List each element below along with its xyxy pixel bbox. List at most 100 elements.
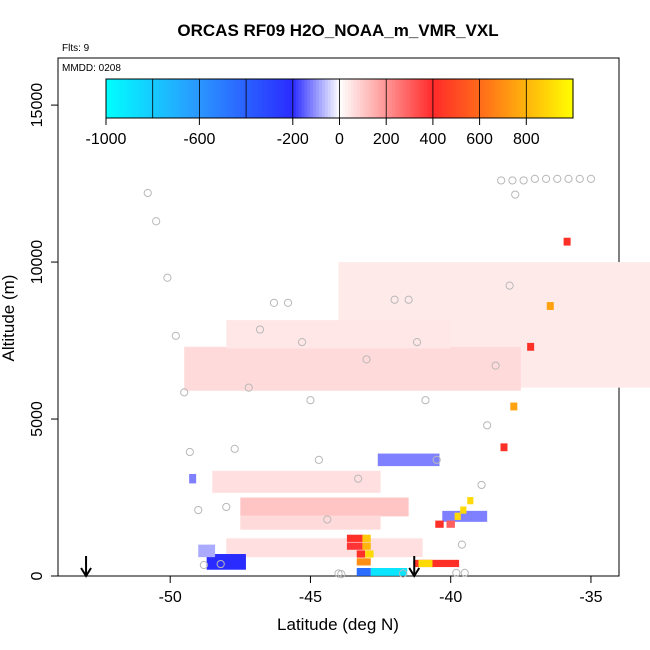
data-cell-3 — [212, 470, 381, 493]
colorbar-segment-7 — [126, 79, 130, 118]
colorbar-segment-140 — [514, 79, 519, 118]
colorbar-segment-89 — [365, 79, 370, 118]
data-point-37 — [508, 176, 517, 185]
data-point-44 — [586, 174, 596, 183]
colorbar-segment-63 — [289, 79, 294, 118]
colorbar-segment-81 — [342, 79, 346, 118]
data-cell-16 — [356, 550, 366, 558]
colorbar-segment-60 — [281, 79, 285, 118]
colorbar-segment-54 — [263, 79, 268, 118]
colorbar-segment-152 — [549, 79, 554, 118]
colorbar-segment-134 — [497, 79, 501, 118]
colorbar-segment-44 — [234, 79, 238, 118]
colorbar-segment-5 — [120, 79, 125, 118]
colorbar-segment-4 — [117, 79, 122, 118]
data-point-4 — [180, 388, 189, 397]
colorbar-segment-136 — [502, 79, 507, 118]
colorbar-segment-102 — [403, 79, 408, 118]
colorbar-segment-58 — [275, 79, 279, 118]
colorbar-segment-137 — [505, 79, 510, 118]
x-tick-label-2: -40 — [439, 589, 462, 606]
colorbar-segment-85 — [354, 79, 358, 118]
y-tick-label-2: 10000 — [29, 240, 46, 285]
colorbar-segment-100 — [397, 79, 402, 118]
colorbar-segment-47 — [243, 79, 247, 118]
colorbar-segment-38 — [216, 79, 221, 118]
colorbar-segment-36 — [211, 79, 215, 118]
colorbar-segment-77 — [330, 79, 335, 118]
data-point-19 — [362, 355, 371, 364]
colorbar-segment-23 — [173, 79, 177, 118]
colorbar-segment-49 — [249, 79, 253, 118]
colorbar-segment-31 — [196, 79, 200, 118]
colorbar-segment-97 — [389, 79, 393, 118]
colorbar-segment-86 — [357, 79, 361, 118]
colorbar-segment-8 — [129, 79, 133, 118]
data-point-10 — [255, 325, 265, 334]
data-cell-5 — [240, 515, 381, 530]
data-point-15 — [314, 455, 323, 464]
colorbar-tick-label-5: 400 — [420, 131, 447, 148]
colorbar-segment-150 — [543, 79, 548, 118]
data-cell-23 — [435, 520, 444, 528]
colorbar-segment-146 — [532, 79, 536, 118]
colorbar-segment-35 — [208, 79, 212, 118]
data-point-8 — [230, 444, 239, 453]
data-cell-31 — [546, 302, 554, 310]
colorbar-segment-106 — [415, 79, 419, 118]
data-point-29 — [505, 281, 514, 290]
colorbar-segment-19 — [161, 79, 165, 118]
colorbar-segment-130 — [485, 79, 489, 118]
colorbar-segment-34 — [205, 79, 209, 118]
colorbar-segment-83 — [348, 79, 352, 118]
data-cell-7 — [377, 453, 440, 467]
data-point-36 — [497, 176, 506, 185]
data-cell-15 — [346, 542, 364, 550]
data-cell-9 — [206, 554, 246, 570]
data-point-0 — [143, 188, 152, 198]
colorbar-segment-46 — [240, 79, 244, 118]
data-point-7 — [222, 502, 231, 512]
data-point-31 — [457, 540, 467, 549]
colorbar-segment-119 — [453, 79, 457, 118]
colorbar-segment-90 — [368, 79, 373, 118]
colorbar-segment-56 — [269, 79, 273, 118]
data-point-22 — [412, 338, 422, 347]
colorbar-segment-0 — [106, 79, 110, 118]
x-axis-label: Latitude (deg N) — [277, 615, 399, 634]
colorbar-segment-103 — [406, 79, 411, 118]
data-cell-24 — [446, 520, 455, 528]
arrow-marker-1 — [408, 556, 421, 578]
colorbar-segment-70 — [310, 79, 314, 118]
colorbar-segment-33 — [202, 79, 206, 118]
colorbar-segment-149 — [540, 79, 545, 118]
data-point-5 — [185, 447, 194, 457]
colorbar-segment-142 — [520, 79, 524, 118]
x-axis: -50 -45 -40 -35 — [159, 576, 603, 606]
data-point-11 — [269, 298, 279, 307]
data-point-20 — [390, 295, 399, 304]
colorbar-segment-10 — [135, 79, 139, 118]
colorbar-segment-114 — [438, 79, 443, 118]
colorbar-segment-62 — [286, 79, 291, 118]
colorbar-tick-label-1: -600 — [183, 131, 215, 148]
colorbar-segment-120 — [456, 79, 460, 118]
colorbar-tick-label-4: 200 — [373, 131, 400, 148]
data-point-27 — [483, 421, 492, 430]
colorbar-segment-30 — [193, 79, 198, 118]
data-cell-1 — [184, 346, 521, 391]
colorbar-segment-96 — [386, 79, 390, 118]
data-point-39 — [530, 174, 539, 183]
colorbar-segment-107 — [418, 79, 422, 118]
colorbar-segment-79 — [336, 79, 341, 118]
colorbar-segment-3 — [114, 79, 119, 118]
colorbar-segment-154 — [555, 79, 560, 118]
data-cell-21 — [414, 559, 460, 568]
colorbar-segment-29 — [190, 79, 195, 118]
colorbar-segment-138 — [508, 79, 513, 118]
data-point-35 — [398, 569, 408, 578]
colorbar-segment-55 — [266, 79, 271, 118]
y-tick-label-1: 5000 — [29, 401, 46, 437]
colorbar-segment-27 — [184, 79, 189, 118]
data-cell-6 — [226, 538, 423, 558]
